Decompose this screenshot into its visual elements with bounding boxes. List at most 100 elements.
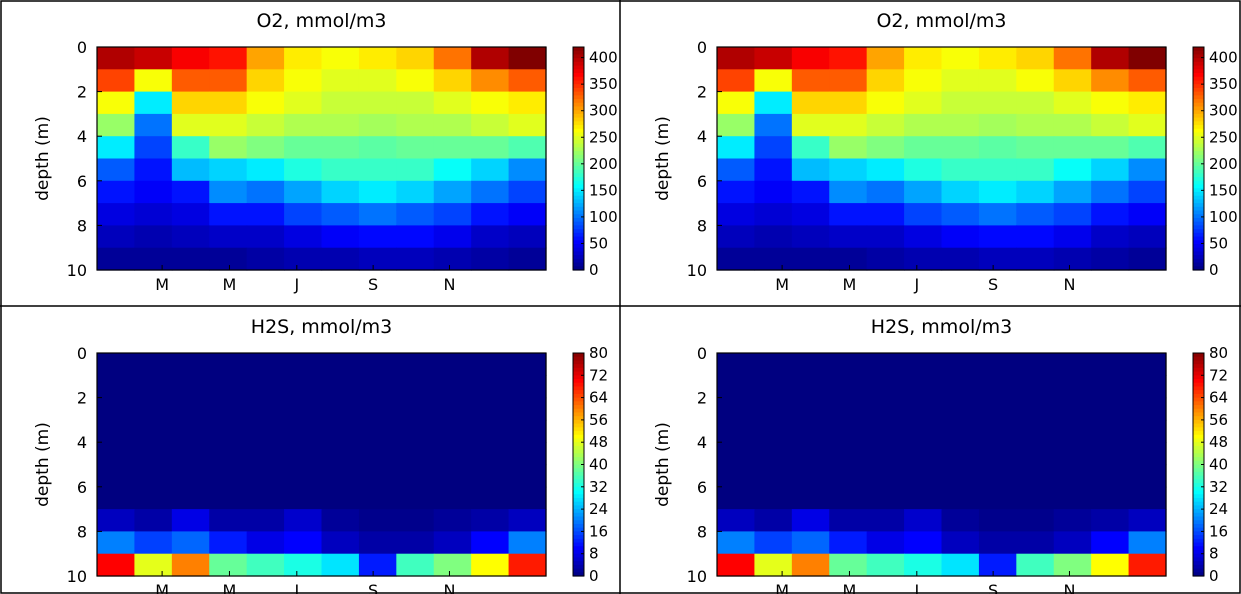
heatmap-cell (358, 203, 397, 226)
colorbar-tick-label: 32 (1209, 478, 1228, 496)
heatmap-cell (97, 69, 136, 93)
colorbar-segment (573, 564, 584, 570)
heatmap-cell (904, 375, 943, 399)
heatmap-cell (508, 464, 547, 488)
colorbar-segment (573, 549, 584, 555)
heatmap-cell (1128, 47, 1167, 70)
colorbar-segment (573, 180, 584, 186)
heatmap-cell (321, 375, 360, 399)
heatmap-cell (321, 553, 360, 577)
x-tick-label: N (1063, 275, 1075, 294)
heatmap-cell (978, 158, 1017, 182)
colorbar-segment (573, 408, 584, 414)
heatmap-cell (1091, 247, 1130, 271)
colorbar-segment (573, 76, 584, 82)
colorbar-segment (573, 65, 584, 70)
colorbar-segment (1193, 106, 1204, 111)
colorbar-segment (1193, 367, 1204, 373)
heatmap-cell (1128, 91, 1167, 115)
colorbar-segment (1193, 139, 1204, 145)
heatmap-cell (508, 203, 547, 226)
heatmap-cell (134, 136, 173, 160)
heatmap-cell (791, 375, 830, 399)
heatmap-cell (396, 47, 435, 70)
heatmap-cell (1128, 419, 1167, 443)
y-tick-label: 2 (77, 83, 87, 102)
heatmap-cell (471, 136, 510, 160)
heatmap-cell (209, 509, 248, 532)
heatmap-cell (1053, 91, 1092, 115)
heatmap-cell (134, 531, 173, 555)
y-tick-label: 6 (697, 478, 707, 497)
heatmap-cell (209, 247, 248, 271)
chart-title: H2S, mmol/m3 (871, 316, 1012, 338)
heatmap-cell (791, 113, 830, 137)
colorbar-segment (573, 169, 584, 174)
heatmap-cell (791, 180, 830, 204)
heatmap-cell (1053, 486, 1092, 510)
heatmap-cell (246, 553, 285, 577)
colorbar-segment (1193, 158, 1204, 163)
heatmap-cell (97, 397, 136, 421)
heatmap-cell (508, 136, 547, 160)
heatmap-cell (471, 442, 510, 466)
heatmap-cell (134, 419, 173, 443)
heatmap-cell (791, 553, 830, 577)
colorbar-segment (1193, 431, 1204, 436)
heatmap-cell (471, 91, 510, 115)
colorbar-segment (1193, 490, 1204, 495)
colorbar-tick-label: 200 (589, 155, 618, 173)
colorbar-segment (1193, 527, 1204, 532)
colorbar-segment (1193, 262, 1204, 267)
colorbar-tick-label: 24 (589, 500, 608, 518)
heatmap-cell (978, 69, 1017, 93)
y-tick-label: 8 (77, 522, 87, 541)
heatmap-cell (358, 247, 397, 271)
heatmap-cell (978, 47, 1017, 70)
heatmap-cell (396, 353, 435, 376)
colorbar-segment (573, 132, 584, 137)
colorbar-segment (573, 143, 584, 148)
heatmap-cell (1016, 136, 1055, 160)
x-tick-label: M (775, 275, 789, 294)
y-tick-label: 6 (77, 172, 87, 191)
heatmap-cell (171, 91, 210, 115)
colorbar-segment (573, 102, 584, 108)
heatmap-cell (1128, 136, 1167, 160)
heatmap-cell (396, 180, 435, 204)
heatmap-cell (1053, 113, 1092, 137)
heatmap-cell (1128, 442, 1167, 466)
heatmap-cell (508, 113, 547, 137)
colorbar-segment (573, 527, 584, 532)
colorbar-tick-label: 48 (589, 433, 608, 451)
colorbar-border (572, 46, 585, 271)
heatmap-cell (321, 397, 360, 421)
chart-title: O2, mmol/m3 (256, 10, 386, 32)
colorbar-segment (573, 91, 584, 96)
heatmap-cell (717, 442, 756, 466)
heatmap-cell (978, 375, 1017, 399)
heatmap-cell (321, 203, 360, 226)
colorbar-segment (573, 158, 584, 163)
colorbar-segment (1193, 509, 1204, 514)
y-tick-label: 2 (697, 389, 707, 408)
colorbar-segment (1193, 393, 1204, 399)
heatmap-cell (754, 486, 793, 510)
x-tick-label: N (443, 275, 455, 294)
colorbar-segment (1193, 535, 1204, 540)
colorbar-segment (1193, 497, 1204, 503)
colorbar-segment (573, 520, 584, 525)
heatmap-cell (904, 486, 943, 510)
heatmap-cell (866, 531, 905, 555)
colorbar-segment (1193, 531, 1204, 536)
colorbar-segment (1193, 95, 1204, 100)
heatmap-cell (829, 158, 868, 182)
colorbar-segment (1193, 405, 1204, 410)
heatmap-cell (134, 553, 173, 577)
colorbar-segment (573, 490, 584, 495)
colorbar-tick-label: 0 (589, 567, 599, 585)
heatmap-cell (321, 486, 360, 510)
colorbar-segment (1193, 538, 1204, 544)
heatmap-cell (717, 91, 756, 115)
colorbar-segment (573, 214, 584, 219)
